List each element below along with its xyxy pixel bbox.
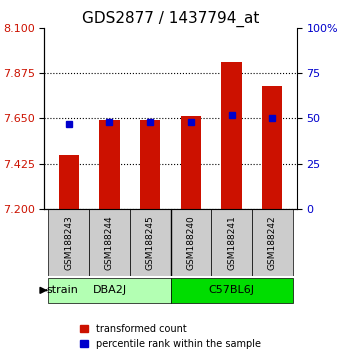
Bar bbox=[99, 120, 120, 209]
Text: strain: strain bbox=[46, 285, 78, 295]
FancyBboxPatch shape bbox=[130, 209, 170, 276]
Legend: transformed count, percentile rank within the sample: transformed count, percentile rank withi… bbox=[76, 320, 265, 353]
Text: GSM188241: GSM188241 bbox=[227, 215, 236, 270]
FancyBboxPatch shape bbox=[48, 278, 170, 303]
FancyBboxPatch shape bbox=[89, 209, 130, 276]
Title: GDS2877 / 1437794_at: GDS2877 / 1437794_at bbox=[82, 11, 259, 27]
FancyBboxPatch shape bbox=[48, 209, 89, 276]
Text: GSM188245: GSM188245 bbox=[146, 215, 155, 270]
Text: GSM188242: GSM188242 bbox=[268, 215, 277, 270]
Text: C57BL6J: C57BL6J bbox=[209, 285, 254, 295]
Bar bbox=[59, 155, 79, 209]
Bar bbox=[262, 86, 282, 209]
Text: GSM188243: GSM188243 bbox=[64, 215, 73, 270]
Text: GSM188240: GSM188240 bbox=[186, 215, 195, 270]
Bar bbox=[181, 116, 201, 209]
Text: GSM188244: GSM188244 bbox=[105, 215, 114, 270]
Bar bbox=[221, 62, 242, 209]
Text: DBA2J: DBA2J bbox=[92, 285, 127, 295]
Bar bbox=[140, 120, 160, 209]
FancyBboxPatch shape bbox=[170, 278, 293, 303]
FancyBboxPatch shape bbox=[252, 209, 293, 276]
FancyBboxPatch shape bbox=[211, 209, 252, 276]
FancyBboxPatch shape bbox=[170, 209, 211, 276]
